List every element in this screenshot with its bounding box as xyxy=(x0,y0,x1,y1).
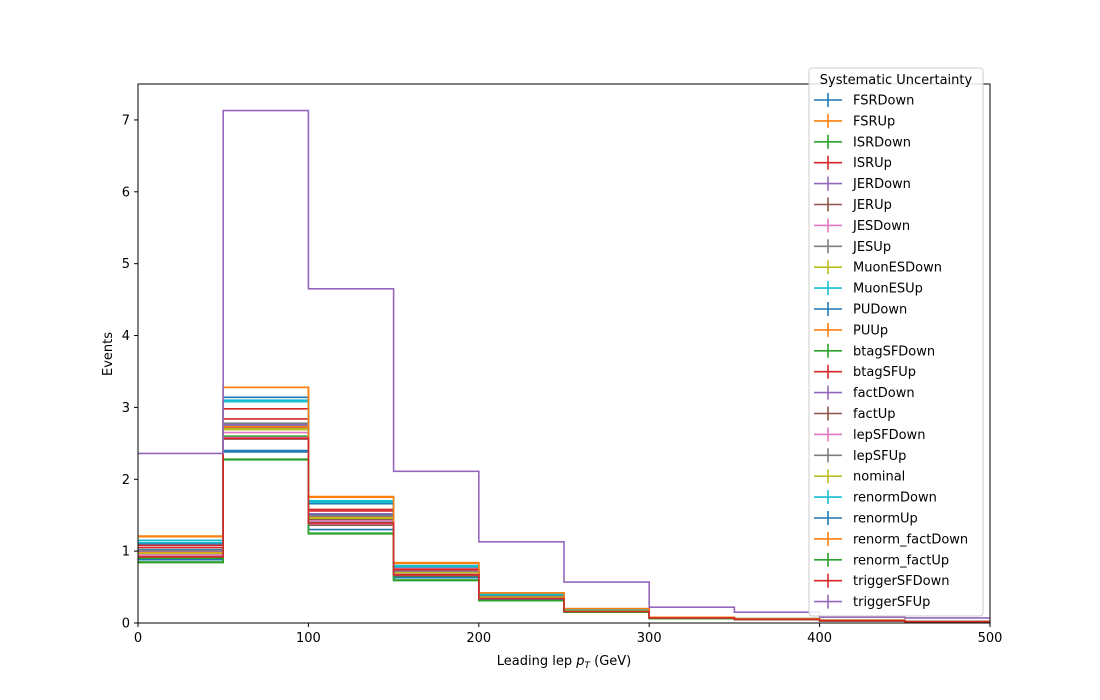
legend-item-17: lepSFUp xyxy=(814,448,906,464)
x-tick-label-4: 400 xyxy=(807,631,832,646)
legend-item-7: JESUp xyxy=(814,239,891,255)
x-tick-label-3: 300 xyxy=(637,631,662,646)
legend-item-20: renormUp xyxy=(814,511,918,527)
y-tick-label-7: 7 xyxy=(122,113,130,128)
y-tick-label-1: 1 xyxy=(122,545,130,560)
legend-label-1: FSRUp xyxy=(853,114,895,129)
x-tick-label-1: 100 xyxy=(296,631,321,646)
legend-item-22: renorm_factUp xyxy=(814,552,949,568)
legend-label-22: renorm_factUp xyxy=(853,553,949,568)
legend-label-19: renormDown xyxy=(853,491,937,506)
legend-item-10: PUDown xyxy=(814,302,907,318)
y-tick-label-4: 4 xyxy=(122,329,130,344)
y-axis-label: Events xyxy=(101,332,116,376)
legend-label-10: PUDown xyxy=(853,303,907,318)
legend-label-21: renorm_factDown xyxy=(853,532,968,547)
legend-label-18: nominal xyxy=(853,470,905,485)
legend-label-17: lepSFUp xyxy=(853,449,906,464)
legend-label-12: btagSFDown xyxy=(853,344,935,359)
legend-item-11: PUUp xyxy=(814,322,888,338)
legend-item-13: btagSFUp xyxy=(814,364,916,380)
legend-item-21: renorm_factDown xyxy=(814,531,968,547)
legend-label-2: ISRDown xyxy=(853,135,911,150)
x-tick-label-2: 200 xyxy=(466,631,491,646)
legend-item-19: renormDown xyxy=(814,490,937,506)
legend-item-2: ISRDown xyxy=(814,134,911,150)
legend-item-16: lepSFDown xyxy=(814,427,925,443)
legend-label-16: lepSFDown xyxy=(853,428,925,443)
legend-label-23: triggerSFDown xyxy=(853,574,949,589)
legend-label-7: JESUp xyxy=(852,240,891,255)
legend-label-9: MuonESUp xyxy=(853,282,923,297)
legend-label-5: JERUp xyxy=(852,198,892,213)
y-tick-label-5: 5 xyxy=(122,257,130,272)
legend-label-4: JERDown xyxy=(852,177,911,192)
legend-title: Systematic Uncertainty xyxy=(820,73,973,88)
legend-label-14: factDown xyxy=(853,386,915,401)
legend-label-6: JESDown xyxy=(852,219,910,234)
series-layer xyxy=(138,109,990,623)
series-line-23 xyxy=(138,437,990,623)
legend-label-24: triggerSFUp xyxy=(853,595,930,610)
y-tick-label-0: 0 xyxy=(122,617,130,632)
legend-item-9: MuonESUp xyxy=(814,281,923,297)
legend-item-5: JERUp xyxy=(814,197,892,213)
legend-item-3: ISRUp xyxy=(814,155,892,171)
legend-label-3: ISRUp xyxy=(853,156,892,171)
legend-item-23: triggerSFDown xyxy=(814,573,949,589)
x-tick-label-0: 0 xyxy=(134,631,142,646)
legend-item-14: factDown xyxy=(814,385,915,401)
y-tick-label-6: 6 xyxy=(122,185,130,200)
legend-item-4: JERDown xyxy=(814,176,911,192)
y-tick-label-3: 3 xyxy=(122,401,130,416)
y-tick-label-2: 2 xyxy=(122,473,130,488)
legend-label-15: factUp xyxy=(853,407,896,422)
legend-item-18: nominal xyxy=(814,469,905,485)
legend-label-0: FSRDown xyxy=(853,94,914,109)
legend-item-24: triggerSFUp xyxy=(814,594,930,610)
legend-label-20: renormUp xyxy=(853,512,918,527)
legend-label-11: PUUp xyxy=(853,323,888,338)
legend-item-8: MuonESDown xyxy=(814,260,942,276)
legend-label-8: MuonESDown xyxy=(853,261,942,276)
plot-frame xyxy=(137,83,991,624)
legend: Systematic Uncertainty FSRDown FSRUp ISRDo… xyxy=(808,67,984,617)
legend-item-1: FSRUp xyxy=(814,113,895,129)
x-axis-label: Leading lep pT (GeV) xyxy=(497,654,631,671)
ticks-layer: 0 100 200 300 400 500 0 1 2 3 4 5 6 7 xyxy=(122,113,1003,646)
legend-item-0: FSRDown xyxy=(814,93,914,109)
legend-label-13: btagSFUp xyxy=(853,365,916,380)
legend-item-6: JESDown xyxy=(814,218,910,234)
legend-item-12: btagSFDown xyxy=(814,343,935,359)
legend-item-15: factUp xyxy=(814,406,896,422)
x-tick-label-5: 500 xyxy=(978,631,1003,646)
legend-box xyxy=(808,67,984,617)
